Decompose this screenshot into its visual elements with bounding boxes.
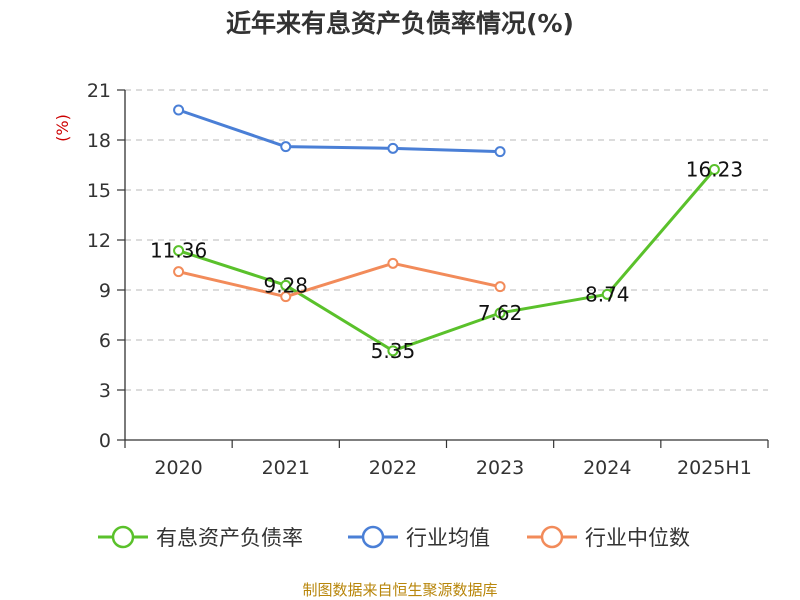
y-tick-label: 3 [99,380,111,402]
grid-lines [125,89,768,391]
y-tick-label: 6 [99,330,111,352]
chart-title: 近年来有息资产负债率情况(%) [226,9,574,38]
y-tick-label: 15 [87,180,111,202]
data-label: 8.74 [585,282,630,306]
data-label: 9.28 [263,273,308,297]
data-source-note: 制图数据来自恒生聚源数据库 [302,581,497,599]
legend-marker [111,525,135,549]
x-tick-label: 2022 [369,457,417,479]
series-lines [173,104,720,357]
y-tick-label: 21 [87,80,111,102]
y-tick-label: 0 [99,430,111,452]
x-tick-label: 2021 [262,457,310,479]
data-label: 7.62 [478,301,523,325]
data-label: 16.23 [686,158,743,182]
legend-label: 有息资产负债率 [156,526,303,550]
legend-marker [540,525,564,549]
y-tick-label: 12 [87,230,111,252]
data-point [280,291,292,303]
x-tick-label: 2020 [154,457,202,479]
x-tick-label: 2023 [476,457,524,479]
data-point [173,245,185,257]
data-point [173,266,185,278]
x-tick-label: 2025H1 [677,457,752,479]
data-label: 5.35 [371,339,416,363]
legend: 有息资产负债率 行业均值 行业中位数 [98,525,690,550]
legend-label: 行业中位数 [585,526,690,550]
data-labels: 11.36 9.28 5.35 7.62 8.74 16.23 [150,158,743,363]
series-line-2 [178,261,501,299]
data-point [387,142,399,154]
data-point [387,345,399,357]
y-tick-label: 9 [99,280,111,302]
y-tick-label: 18 [87,130,111,152]
data-point [601,288,613,300]
legend-marker [361,525,385,549]
data-label: 11.36 [150,239,207,263]
data-point [387,257,399,269]
legend-label: 行业均值 [406,526,490,550]
data-point [494,307,506,319]
y-axis-unit-label: (%) [53,114,72,142]
data-point [173,104,185,116]
data-point [708,164,720,175]
data-point [494,146,506,158]
series-line-0 [178,168,716,353]
x-tick-label: 2024 [583,457,631,479]
axes: 0 3 6 9 12 15 18 21 2020 2021 2022 2023 2024 2025H1 [87,80,769,479]
data-point [280,141,292,153]
series-line-1 [178,108,501,154]
data-point [494,281,506,293]
data-point [280,279,292,291]
